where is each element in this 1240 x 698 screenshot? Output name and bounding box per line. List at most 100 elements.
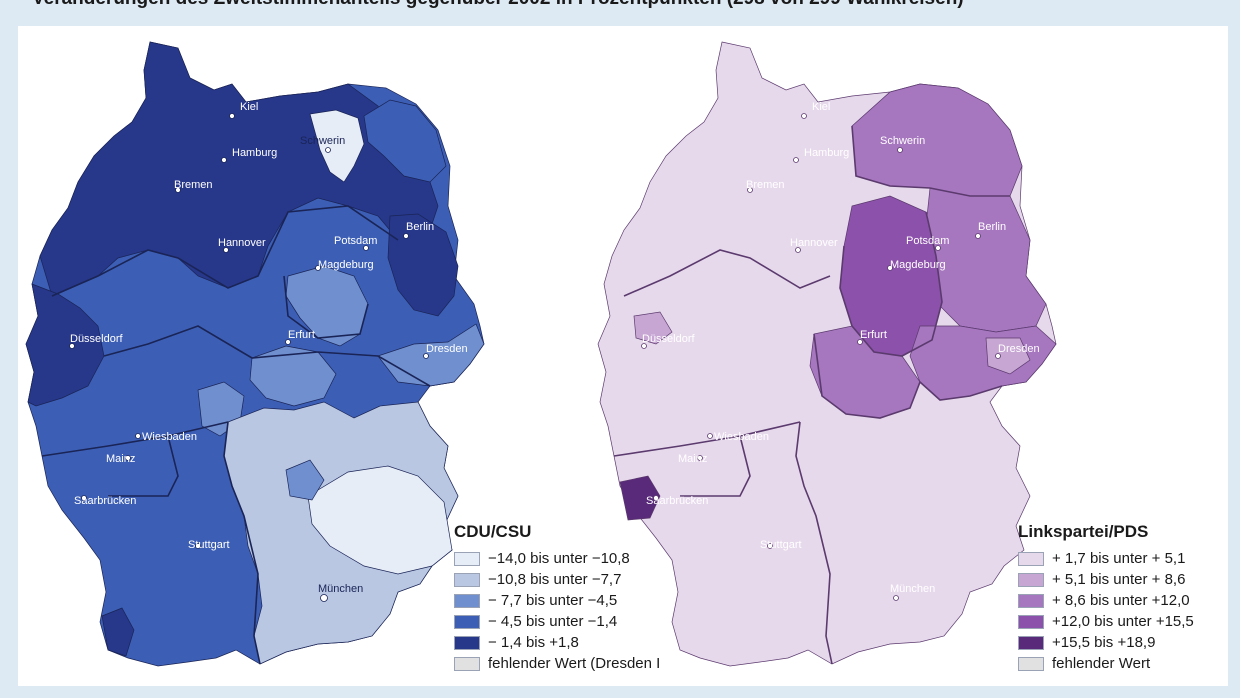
cdu-border-line <box>108 435 179 497</box>
pds-city-dot <box>801 113 807 119</box>
cdu-region-bw-south <box>101 607 135 657</box>
cdu-region-sachsen-anhalt <box>285 265 369 347</box>
legend-label: − 4,5 bis unter −1,4 <box>488 613 618 630</box>
pds-legend-row: +12,0 bis unter +15,5 <box>1018 611 1223 632</box>
legend-swatch <box>454 593 480 608</box>
cdu-label-mainz: Mainz <box>106 453 135 465</box>
cdu-city-dot <box>285 339 291 345</box>
cdu-border-line <box>41 421 229 457</box>
cdu-border-line <box>283 275 369 339</box>
pds-label-kiel: Kiel <box>812 101 830 113</box>
legend-swatch <box>1018 551 1044 566</box>
cdu-region-brandenburg <box>387 213 459 317</box>
pds-label-berlin: Berlin <box>978 221 1006 233</box>
cdu-label-potsdam: Potsdam <box>334 235 377 247</box>
pds-legend-row: + 8,6 bis unter +12,0 <box>1018 590 1223 611</box>
pds-border-line <box>851 125 1010 197</box>
cdu-city-dot <box>315 265 321 271</box>
cdu-legend-title: CDU/CSU <box>454 522 532 541</box>
pds-border-line <box>623 249 831 297</box>
cdu-region-thueringen <box>249 345 337 407</box>
pds-border-line <box>680 435 751 497</box>
headline: Veränderungen des Zweitstimmenanteils ge… <box>0 0 1240 14</box>
pds-city-dot <box>641 343 647 349</box>
legend-swatch <box>454 635 480 650</box>
pds-map-svg: Kiel Hamburg Schwerin Bremen Hannover Po… <box>597 41 1057 667</box>
cdu-city-dot <box>403 233 409 239</box>
pds-border-line <box>613 421 801 457</box>
legend-swatch <box>454 551 480 566</box>
cdu-border-line <box>103 325 431 387</box>
map-panel: Kiel Hamburg Schwerin Bremen Hannover Po… <box>18 26 1228 686</box>
cdu-city-dot <box>229 113 235 119</box>
pds-city-dots <box>641 113 1001 601</box>
legend-label: +12,0 bis unter +15,5 <box>1052 613 1194 630</box>
cdu-label-berlin: Berlin <box>406 221 434 233</box>
cdu-city-dot <box>423 353 429 359</box>
pds-label-stuttgart: Stuttgart <box>760 539 802 551</box>
pds-label-potsdam: Potsdam <box>906 235 949 247</box>
pds-label-muenchen: München <box>890 583 935 595</box>
legend-swatch <box>454 572 480 587</box>
cdu-legend-list: −14,0 bis unter −10,8 −10,8 bis unter −7… <box>454 548 694 674</box>
pds-label-saarbruecken: Saarbrücken <box>646 495 708 507</box>
legend-label: − 7,7 bis unter −4,5 <box>488 592 618 609</box>
pds-city-dot <box>747 187 753 193</box>
cdu-region-north <box>39 41 439 297</box>
cdu-legend-row: −14,0 bis unter −10,8 <box>454 548 694 569</box>
pds-label-bremen: Bremen <box>746 179 785 191</box>
cdu-region-mecklenburg <box>363 99 447 183</box>
pds-region-duesseldorf <box>633 311 673 345</box>
legend-swatch <box>1018 593 1044 608</box>
pds-legend-row: +15,5 bis +18,9 <box>1018 632 1223 653</box>
pds-city-dot <box>697 455 703 461</box>
pds-label-magdeburg: Magdeburg <box>890 259 946 271</box>
pds-label-erfurt: Erfurt <box>860 329 887 341</box>
pds-city-dot <box>897 147 903 153</box>
legend-label: + 5,1 bis unter + 8,6 <box>1052 571 1186 588</box>
cdu-city-dot <box>221 157 227 163</box>
cdu-region-bayern-east <box>307 465 453 575</box>
pds-region-sachsen <box>909 325 1057 401</box>
legend-label: −14,0 bis unter −10,8 <box>488 550 630 567</box>
cdu-city-dot <box>223 247 229 253</box>
cdu-legend: CDU/CSU −14,0 bis unter −10,8 −10,8 bis … <box>454 522 694 674</box>
cdu-city-dot <box>320 594 328 602</box>
cdu-map: Kiel Hamburg Schwerin Bremen Hannover Po… <box>18 26 488 686</box>
cdu-city-dot <box>81 495 87 501</box>
legend-label: − 1,4 bis +1,8 <box>488 634 579 651</box>
cdu-label-stuttgart: Stuttgart <box>188 539 230 551</box>
legend-label: + 1,7 bis unter + 5,1 <box>1052 550 1186 567</box>
legend-swatch <box>1018 572 1044 587</box>
legend-swatch <box>1018 635 1044 650</box>
cdu-label-hamburg: Hamburg <box>232 147 277 159</box>
pds-city-dot <box>995 353 1001 359</box>
pds-label-duesseldorf: Düsseldorf <box>642 333 696 345</box>
pds-legend-row: fehlender Wert <box>1018 653 1223 674</box>
pds-region-saarland <box>619 475 661 521</box>
pds-legend-row: + 5,1 bis unter + 8,6 <box>1018 569 1223 590</box>
cdu-city-dot <box>363 245 369 251</box>
pds-city-dot <box>857 339 863 345</box>
cdu-state-borders <box>41 205 431 665</box>
pds-city-dot <box>653 495 659 501</box>
pds-label-hamburg: Hamburg <box>804 147 849 159</box>
pds-legend: Linkspartei/PDS + 1,7 bis unter + 5,1 + … <box>1018 522 1223 674</box>
cdu-border-line <box>51 205 399 297</box>
cdu-city-dot <box>325 147 331 153</box>
legend-swatch <box>1018 656 1044 671</box>
pds-city-dot <box>887 265 893 271</box>
pds-label-dresden: Dresden <box>998 343 1040 355</box>
pds-border-line <box>839 211 943 357</box>
cdu-city-dot <box>69 343 75 349</box>
pds-city-dot <box>795 247 801 253</box>
cdu-label-magdeburg: Magdeburg <box>318 259 374 271</box>
cdu-label-hannover: Hannover <box>218 237 266 249</box>
cdu-label-duesseldorf: Düsseldorf <box>70 333 124 345</box>
pds-border-line <box>813 333 1003 419</box>
cdu-label-bremen: Bremen <box>174 179 213 191</box>
pds-region-dresden <box>985 337 1031 375</box>
legend-label: −10,8 bis unter −7,7 <box>488 571 622 588</box>
cdu-legend-row: − 1,4 bis +1,8 <box>454 632 694 653</box>
pds-city-dot <box>767 543 773 549</box>
